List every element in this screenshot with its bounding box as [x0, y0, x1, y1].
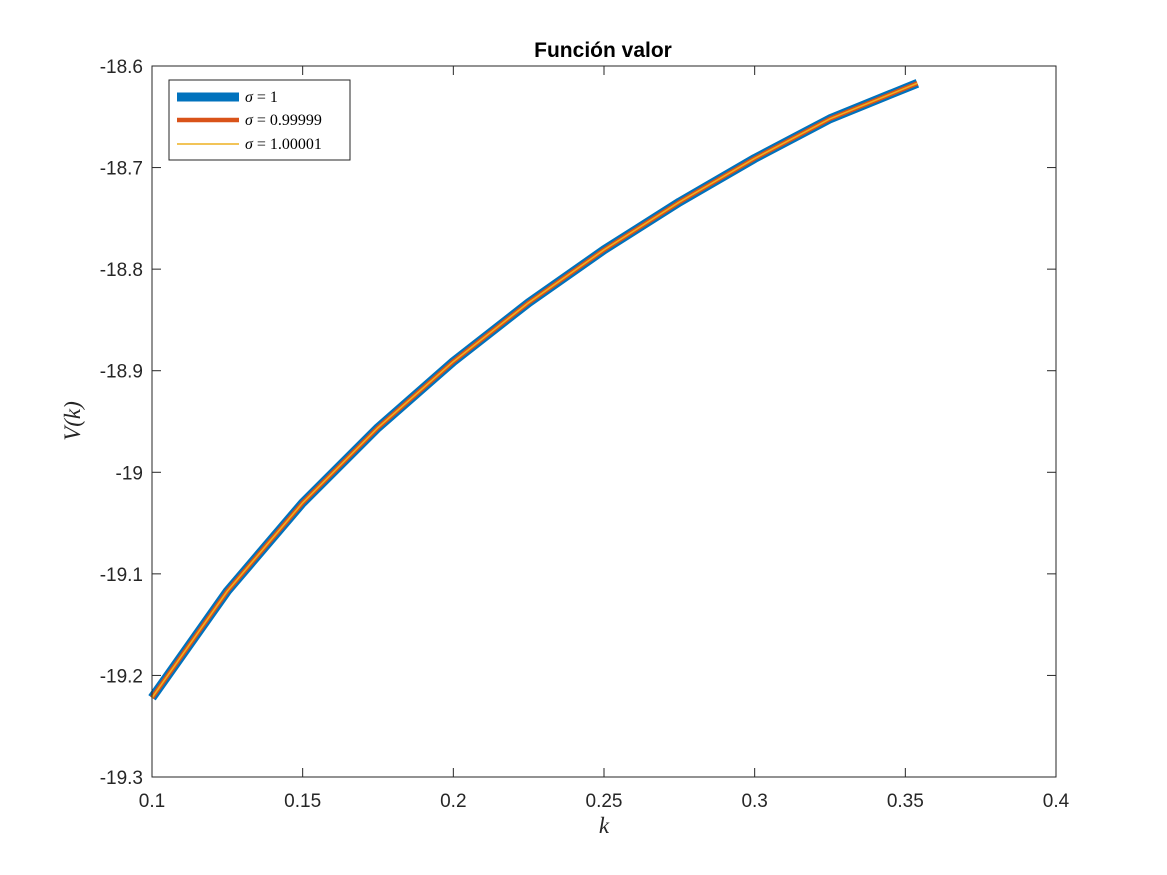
ticks-layer: 0.1 0.15 0.2 0.25 0.3 0.35 0.4 -18.6 -18.7 -18.8 -… — [100, 57, 1070, 812]
x-tick-label: 0.15 — [284, 791, 321, 812]
series-line-3 — [151, 82, 918, 699]
legend-label-3: σ = 1.00001 — [245, 136, 322, 153]
y-tick-label: -18.6 — [100, 57, 143, 78]
x-tick-label: 0.1 — [139, 791, 165, 812]
y-tick-label: -19.3 — [100, 768, 143, 789]
series-layer — [148, 79, 920, 701]
chart-title: Función valor — [534, 39, 672, 62]
x-tick-label: 0.25 — [586, 791, 623, 812]
axes-box — [151, 65, 1057, 778]
x-tick-label: 0.3 — [741, 791, 767, 812]
x-tick-label: 0.2 — [440, 791, 466, 812]
x-tick-label: 0.35 — [887, 791, 924, 812]
y-axis-label: V(k) — [60, 401, 85, 441]
x-tick-label: 0.4 — [1043, 791, 1070, 812]
plot-area — [152, 66, 1056, 777]
y-tick-label: -18.7 — [100, 159, 143, 180]
legend-label-2: σ = 0.99999 — [245, 112, 322, 129]
x-axis-label: k — [599, 813, 610, 838]
y-tick-label: -19.2 — [100, 666, 143, 687]
y-tick-label: -19 — [116, 463, 143, 484]
y-tick-label: -18.8 — [100, 260, 143, 281]
legend-label-1: σ = 1 — [245, 89, 278, 106]
y-tick-label: -19.1 — [100, 565, 143, 586]
legend[interactable]: σ = 1 σ = 0.99999 σ = 1.00001 — [168, 79, 351, 161]
y-tick-label: -18.9 — [100, 362, 143, 383]
